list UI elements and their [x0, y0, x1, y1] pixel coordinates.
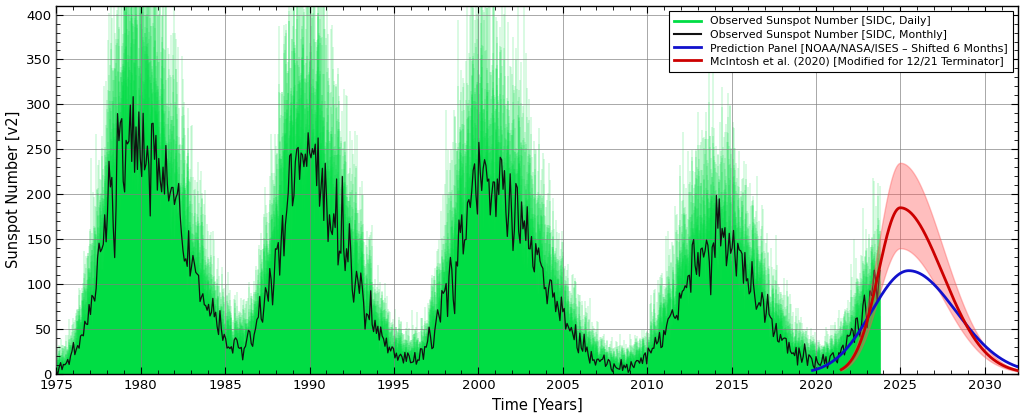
Y-axis label: Sunspot Number [v2]: Sunspot Number [v2]	[5, 111, 20, 268]
X-axis label: Time [Years]: Time [Years]	[492, 398, 583, 413]
Legend: Observed Sunspot Number [SIDC, Daily], Observed Sunspot Number [SIDC, Monthly], : Observed Sunspot Number [SIDC, Daily], O…	[669, 11, 1013, 71]
